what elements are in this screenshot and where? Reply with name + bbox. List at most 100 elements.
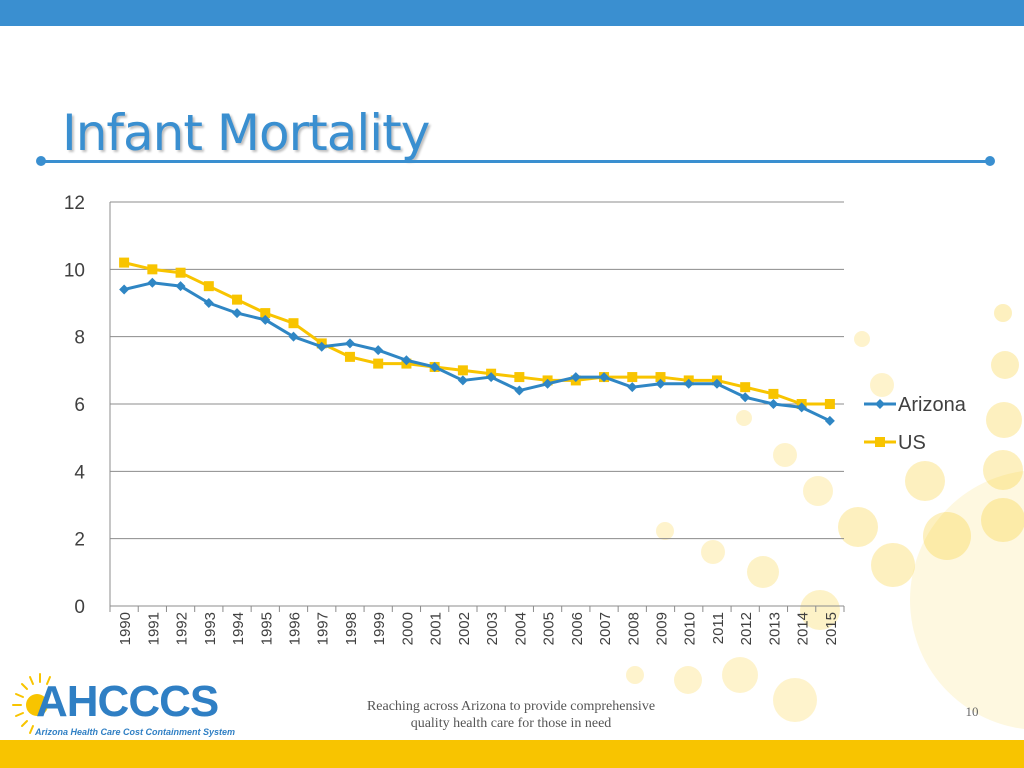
data-point-us (260, 308, 271, 319)
data-point-arizona (570, 372, 581, 383)
x-tick-label: 2014 (795, 612, 812, 645)
data-point-arizona (683, 378, 694, 389)
data-point-us (655, 372, 666, 383)
data-point-arizona (542, 378, 553, 389)
data-point-arizona (232, 308, 243, 319)
x-tick-label: 1998 (343, 612, 360, 645)
data-point-us (119, 257, 130, 268)
y-tick-label: 4 (74, 462, 85, 483)
data-point-arizona (655, 378, 666, 389)
data-point-arizona (344, 338, 355, 349)
footer-line-2: quality health care for those in need (410, 716, 612, 731)
x-tick-label: 2013 (766, 612, 783, 645)
data-point-arizona (740, 392, 751, 403)
chart-legend: Arizona US (864, 394, 967, 454)
y-tick-label: 6 (74, 395, 85, 416)
underline-left-dot (36, 156, 46, 166)
logo-wordmark: AHCCCS (36, 677, 219, 726)
x-tick-label: 2011 (710, 612, 727, 644)
x-tick-label: 2012 (738, 612, 755, 645)
data-point-arizona (316, 341, 327, 352)
data-point-arizona (768, 399, 779, 409)
legend-label-arizona: Arizona (898, 394, 967, 416)
data-point-us (175, 267, 186, 278)
chart-gridlines (110, 201, 844, 607)
x-tick-label: 2015 (823, 612, 840, 645)
footer-tagline: Reaching across Arizona to provide compr… (340, 698, 682, 732)
data-point-us (203, 281, 214, 292)
slide-title: Infant Mortality (62, 104, 430, 162)
x-tick-label: 1997 (315, 612, 332, 645)
data-point-arizona (599, 372, 610, 383)
y-tick-label: 0 (74, 597, 85, 618)
data-point-us (740, 382, 751, 393)
x-tick-label: 2008 (625, 612, 642, 645)
x-tick-label: 1999 (371, 612, 388, 645)
x-axis: 1990 1991 1992 1993 1994 1995 1996 1997 1998 1999… (109, 605, 845, 645)
page-number: 10 (965, 704, 979, 719)
y-tick-label: 12 (64, 193, 85, 214)
x-tick-label: 2005 (541, 612, 558, 645)
data-point-us (344, 351, 355, 362)
x-tick-label: 2001 (428, 612, 445, 645)
top-banner (0, 0, 1024, 26)
data-point-arizona (401, 355, 412, 366)
footer-line-1: Reaching across Arizona to provide compr… (366, 699, 656, 714)
x-tick-label: 2000 (399, 612, 416, 645)
x-tick-label: 1991 (145, 612, 162, 645)
data-point-arizona (175, 281, 186, 292)
title-underline (41, 160, 991, 163)
data-point-us (232, 294, 243, 305)
x-tick-label: 1995 (258, 612, 275, 645)
x-tick-label: 2004 (512, 612, 529, 645)
x-tick-label: 1994 (230, 612, 247, 645)
data-point-arizona (260, 314, 271, 325)
data-point-arizona (203, 298, 214, 308)
data-point-arizona (119, 284, 130, 295)
x-tick-label: 2010 (682, 612, 699, 645)
logo-subtitle: Arizona Health Care Cost Containment Sys… (35, 727, 236, 737)
series-line-arizona (123, 281, 831, 423)
x-tick-label: 2003 (484, 612, 501, 645)
legend-label-us: US (898, 432, 926, 454)
data-point-arizona (457, 375, 468, 386)
x-tick-label: 1992 (174, 612, 191, 645)
data-point-us (824, 399, 835, 409)
y-tick-label: 2 (74, 530, 85, 551)
x-tick-label: 2002 (456, 612, 473, 645)
data-point-us (288, 318, 299, 329)
data-point-arizona (824, 415, 835, 426)
data-point-arizona (711, 378, 722, 389)
bottom-banner (0, 740, 1024, 768)
x-tick-label: 2006 (569, 612, 586, 645)
data-point-arizona (514, 385, 525, 396)
x-tick-label: 1996 (287, 612, 304, 645)
data-point-arizona (796, 402, 807, 413)
data-point-us (768, 388, 779, 399)
data-point-arizona (373, 345, 384, 356)
data-point-us (457, 365, 468, 376)
series-line-us (123, 261, 830, 406)
data-point-us (514, 372, 525, 383)
legend-marker-arizona (875, 399, 885, 409)
y-tick-label: 8 (74, 328, 85, 349)
data-point-us (147, 264, 158, 275)
data-point-arizona (429, 361, 440, 372)
underline-right-dot (985, 156, 995, 166)
x-tick-label: 2009 (654, 612, 671, 645)
y-tick-label: 10 (64, 260, 85, 281)
y-axis: 0 2 4 6 8 10 12 (64, 193, 111, 618)
x-tick-label: 1993 (202, 612, 219, 645)
data-point-arizona (486, 372, 497, 383)
data-point-arizona (627, 382, 638, 393)
sun-logo-icon (12, 673, 51, 734)
data-point-us (627, 372, 638, 383)
chart-series (119, 257, 835, 426)
x-tick-label: 1990 (117, 612, 134, 645)
data-point-arizona (147, 277, 158, 288)
x-tick-label: 2007 (597, 612, 614, 645)
data-point-us (373, 358, 384, 369)
legend-marker-us (875, 437, 885, 447)
